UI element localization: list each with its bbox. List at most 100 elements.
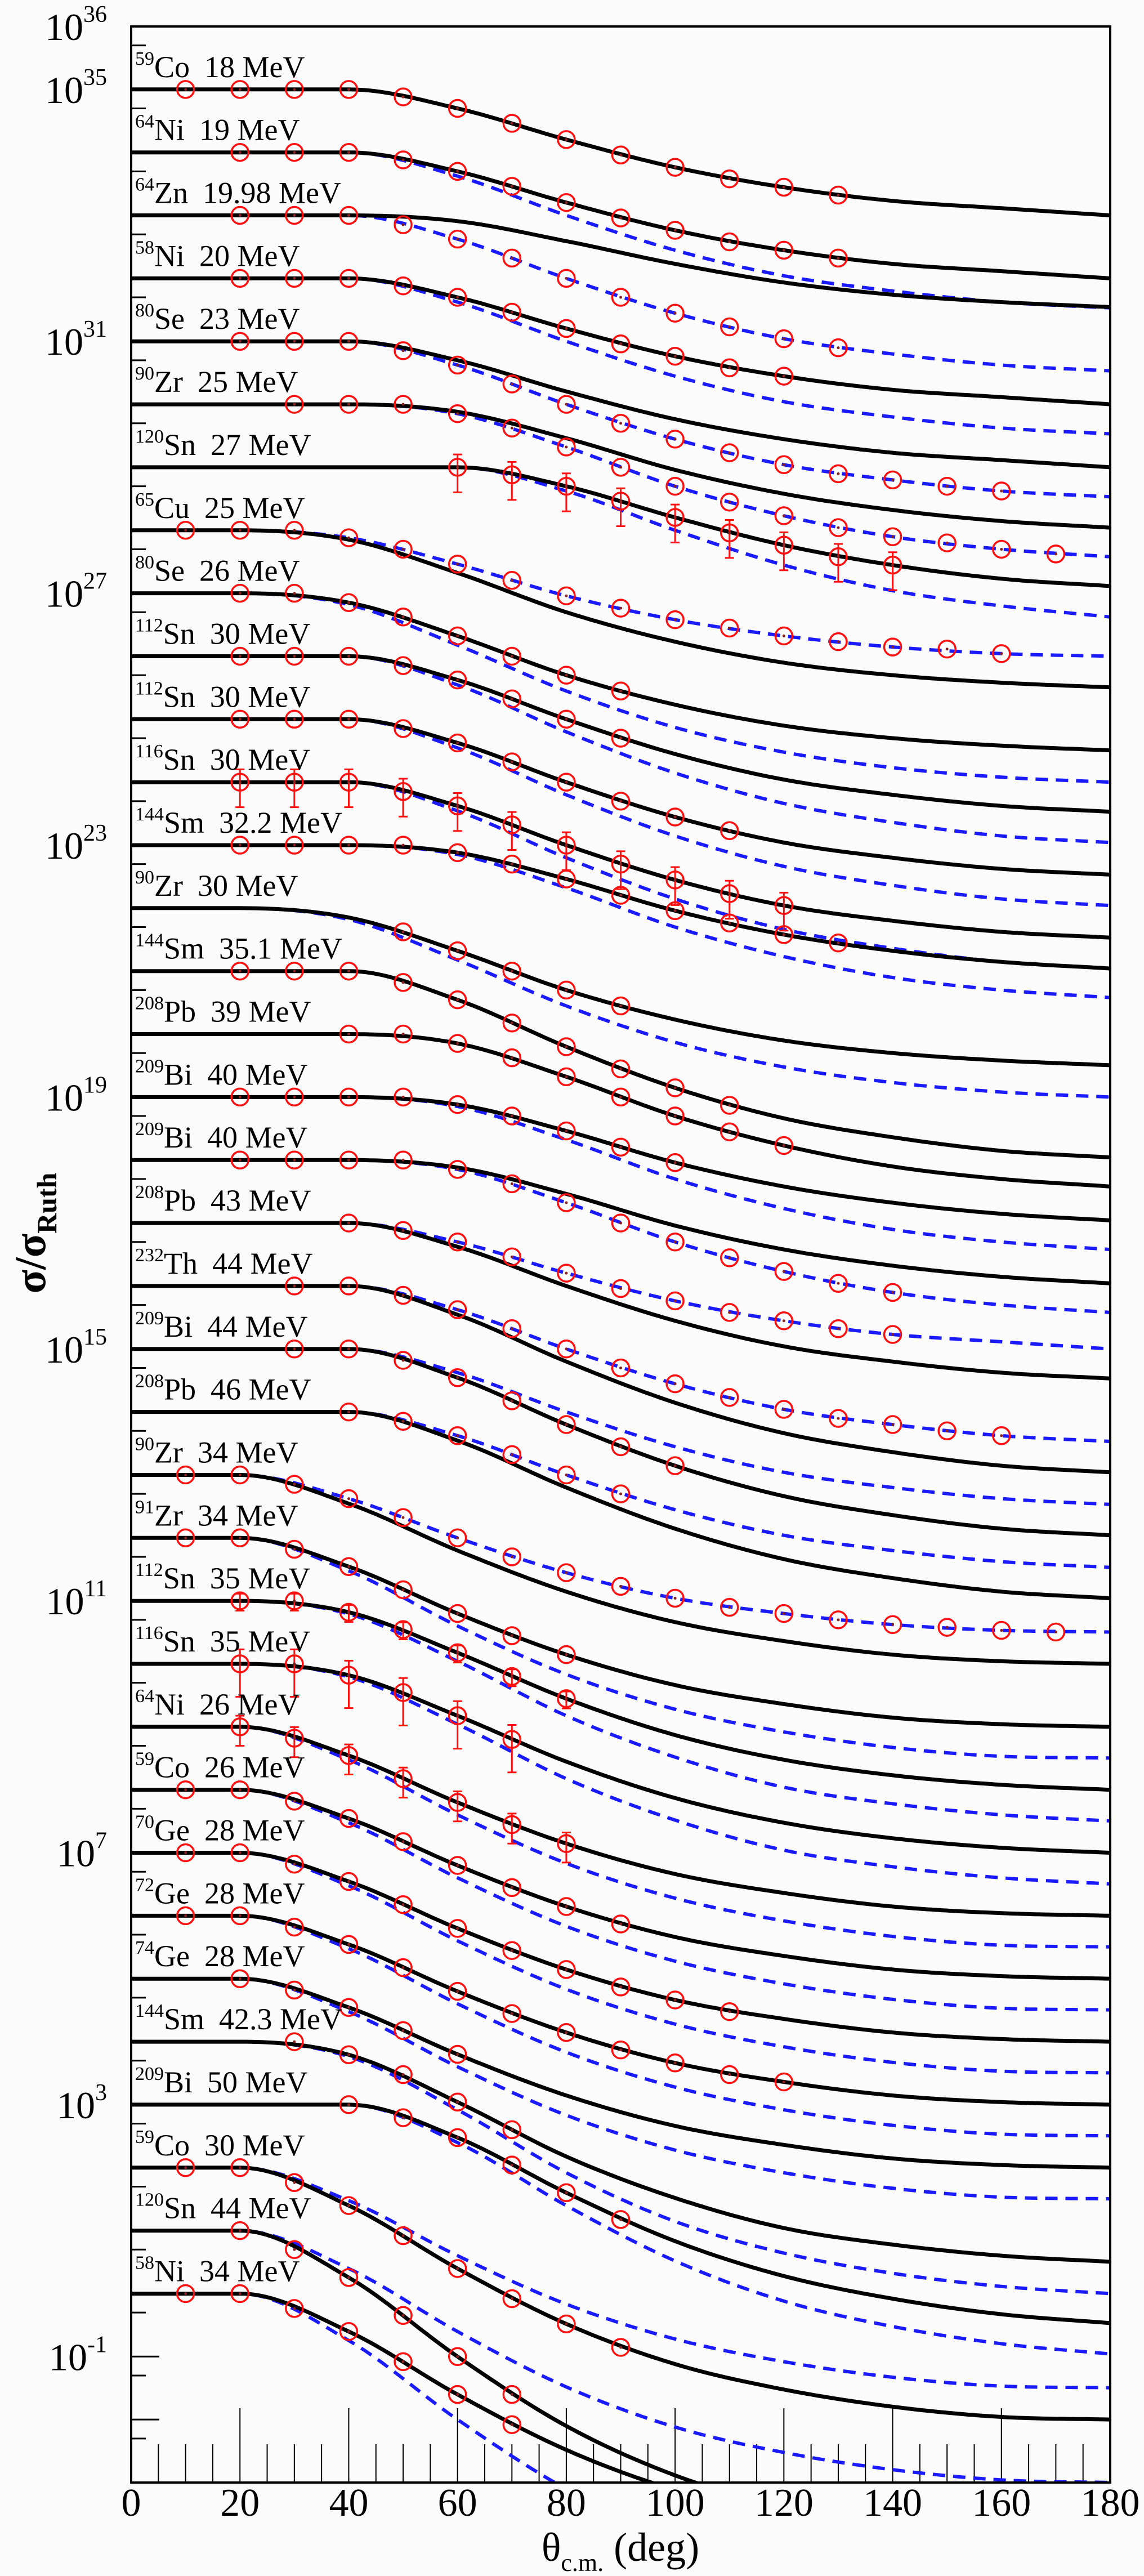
mass-number: 90 [135,1434,154,1454]
data-marker-center [184,529,187,532]
data-point [774,1604,794,1623]
data-point [557,709,576,729]
data-marker-center [238,1095,242,1099]
data-point [557,1193,576,1212]
data-point [829,248,848,268]
data-marker-center [238,717,242,721]
data-marker [394,1832,413,1851]
data-point [502,961,522,981]
data-marker [448,1919,467,1938]
data-marker [230,1906,249,1926]
data-marker-center [945,648,949,651]
data-point [339,1402,359,1422]
data-marker [394,2352,413,2372]
solid-curve [131,528,1110,690]
data-marker-center [401,95,405,99]
data-marker [339,1402,359,1422]
data-point [339,1213,359,1233]
data-marker [883,1283,902,1302]
data-point [557,1264,576,1283]
data-marker-center [293,970,296,973]
data-marker-center [347,1610,350,1614]
data-marker [720,1388,739,1407]
beam-energy: 43 MeV [211,1184,311,1217]
data-point [339,1809,359,1828]
beam-energy: 40 MeV [207,1057,307,1091]
data-point [665,303,685,323]
data-point [394,2226,413,2245]
data-marker-center [293,2040,296,2043]
data-marker-center [565,276,568,280]
data-marker [448,162,467,181]
data-marker-center [347,1095,350,1099]
data-marker-center [456,1612,459,1615]
data-marker-center [456,804,459,807]
data-point [1046,544,1066,564]
data-marker-center [510,863,513,866]
data-point [230,521,249,540]
data-point [502,114,522,133]
data-marker-center [619,1145,622,1149]
data-marker-center [673,1998,677,2002]
data-marker [394,1150,413,1169]
data-point [285,206,304,225]
x-tick-label: 180 [1081,2481,1140,2525]
data-marker [665,1153,685,1172]
target-element: Se [154,302,185,336]
target-element: Zn [154,176,188,210]
data-point [394,2021,413,2041]
data-point [230,206,249,225]
x-tick-label: 80 [547,2481,586,2525]
data-marker-center [293,717,296,721]
data-marker [502,1106,522,1126]
y-tick-label: 1035 [45,65,107,111]
data-marker-center [510,579,513,582]
data-marker [557,1121,576,1141]
data-marker-center [347,970,350,973]
x-tick-label: 20 [220,2481,260,2525]
data-point [339,2322,359,2341]
data-marker-center [401,1966,405,1970]
data-marker [176,521,195,540]
data-marker [557,193,576,212]
data-point [448,626,467,646]
data-marker [448,2128,467,2148]
y-tick-base: 10 [45,320,83,363]
dashed-curve [131,2229,1110,2483]
data-point [774,329,794,349]
data-point [448,2259,467,2278]
data-point [448,2044,467,2064]
data-marker [448,1368,467,1387]
data-marker [230,1654,249,1673]
data-marker-center [673,909,677,912]
data-point [285,332,304,351]
data-marker [394,2306,413,2325]
data-marker [611,854,631,874]
solid-curve [131,1976,1110,2170]
solid-curve [131,1410,1110,1600]
data-marker [665,1078,685,1097]
data-marker-center [619,2218,622,2221]
target-element: Se [154,554,185,588]
data-point [448,1300,467,1319]
data-marker-center [293,1662,296,1666]
data-point [883,551,902,591]
data-point [285,2032,304,2051]
data-point [937,639,957,659]
data-marker [883,555,902,575]
data-point [829,543,848,583]
data-point [774,891,794,932]
data-marker-center [238,2229,242,2233]
data-marker-center [347,2330,350,2333]
data-marker [611,458,631,477]
mass-number: 120 [135,426,164,447]
data-marker-center [565,1075,568,1078]
x-tick-label: 40 [329,2481,368,2525]
data-point [394,395,413,414]
data-marker-center [619,1985,622,1989]
data-marker-center [728,501,731,504]
system-label: 120Sn 44 MeV [135,2190,311,2225]
data-marker-center [782,1408,785,1411]
system-label: 209Bi 40 MeV [135,1056,308,1091]
data-marker-center [401,930,405,934]
